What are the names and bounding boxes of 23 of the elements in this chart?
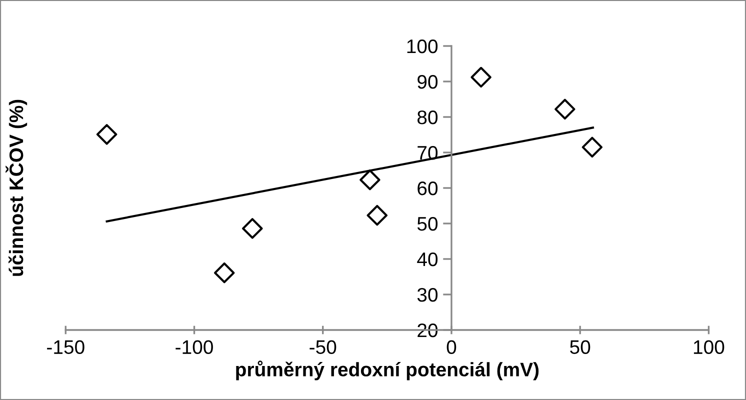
point bbox=[470, 66, 492, 88]
point bbox=[214, 262, 235, 284]
y-tick-label: 40 bbox=[417, 252, 438, 266]
point bbox=[242, 218, 263, 239]
x-tick-label: -100 bbox=[176, 340, 213, 354]
x-tick-label: 50 bbox=[570, 340, 590, 354]
point bbox=[554, 98, 576, 120]
x-tick-label: -150 bbox=[47, 340, 84, 354]
y-axis-title: účinnost KČOV (%) bbox=[6, 100, 28, 276]
x-axis-title: průměrný redoxní potenciál (mV) bbox=[236, 360, 539, 380]
y-tick-label: 100 bbox=[407, 39, 438, 54]
y-tick-label: 50 bbox=[417, 216, 438, 231]
point bbox=[582, 136, 603, 158]
point bbox=[366, 204, 388, 226]
point bbox=[96, 124, 118, 145]
x-tick-label: 100 bbox=[694, 340, 724, 354]
y-tick-label: 30 bbox=[417, 288, 438, 302]
y-tick-label: 60 bbox=[418, 181, 438, 196]
point bbox=[360, 169, 380, 190]
y-tick-label: 90 bbox=[418, 74, 438, 89]
y-tick-label: 80 bbox=[418, 110, 438, 124]
x-tick-label: 0 bbox=[446, 340, 456, 354]
x-tick-label: -50 bbox=[310, 340, 336, 354]
